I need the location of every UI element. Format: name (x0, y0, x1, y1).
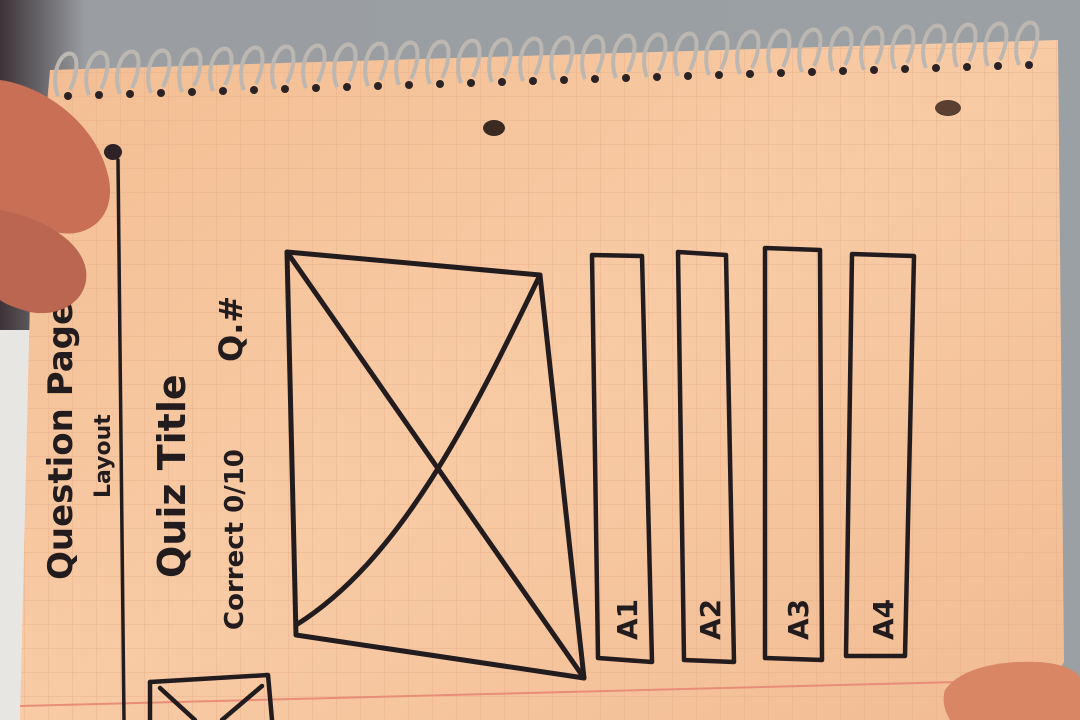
spiral-hole (684, 72, 692, 80)
answer-box-1 (589, 252, 655, 665)
spiral-hole (250, 86, 258, 94)
spiral-hole (808, 68, 816, 76)
spiral-coil (332, 42, 358, 88)
spiral-hole (715, 71, 723, 79)
sketch-score: Correct 0/10 (220, 449, 250, 630)
answer-label-3: A3 (782, 599, 815, 640)
spiral-hole (281, 85, 289, 93)
spiral-hole (188, 88, 196, 96)
spiral-coil (673, 31, 699, 77)
spiral-coil (456, 38, 482, 84)
spiral-hole (901, 65, 909, 73)
wireframe-sketch (116, 158, 917, 720)
spiral-coil (952, 22, 978, 68)
spiral-hole (405, 81, 413, 89)
spiral-hole (746, 70, 754, 78)
spiral-coil (735, 29, 761, 75)
spiral-hole (467, 79, 475, 87)
spiral-hole (95, 91, 103, 99)
sketch-heading: Question Page (41, 302, 81, 580)
spiral-coil (394, 40, 420, 86)
spiral-coil (425, 39, 451, 85)
spiral-hole (932, 64, 940, 72)
spiral-hole (839, 67, 847, 75)
spiral-hole (64, 92, 72, 100)
hand-left (0, 80, 111, 314)
spiral-coil (611, 33, 637, 79)
spiral-coil (549, 35, 575, 81)
spiral-coil (177, 47, 203, 93)
answer-label-1: A1 (611, 599, 644, 640)
spiral-coil (301, 43, 327, 89)
sketch-subheading: Layout (91, 414, 116, 498)
answer-box-4 (843, 251, 917, 659)
spiral-hole (870, 66, 878, 74)
image-placeholder (284, 249, 587, 681)
answer-box-2 (675, 249, 737, 665)
spiral-hole (219, 87, 227, 95)
sketch-quiz-title: Quiz Title (150, 374, 194, 578)
spiral-hole (777, 69, 785, 77)
spiral-coil (146, 48, 172, 94)
spiral-coil (487, 37, 513, 83)
spiral-coil (53, 51, 79, 97)
spiral-coil (580, 34, 606, 80)
spiral-hole (343, 83, 351, 91)
answer-label-2: A2 (694, 599, 727, 640)
spiral-hole (560, 76, 568, 84)
spiral-coil (642, 32, 668, 78)
sketch-question-number: Q.# (212, 296, 250, 362)
spiral-coil (239, 45, 265, 91)
spiral-coil (797, 27, 823, 73)
small-placeholder-box (147, 672, 275, 720)
spiral-hole (157, 89, 165, 97)
spiral-hole (963, 63, 971, 71)
answer-box-3 (762, 245, 825, 663)
spiral-coil (704, 30, 730, 76)
spiral-hole (1025, 61, 1033, 69)
spiral-hole (653, 73, 661, 81)
spiral-hole (374, 82, 382, 90)
spiral-hole (994, 62, 1002, 70)
spiral-hole (126, 90, 134, 98)
spiral-hole (436, 80, 444, 88)
spiral-coil (518, 36, 544, 82)
spiral-binding (53, 20, 1040, 100)
spiral-coil (1014, 20, 1040, 66)
spiral-hole (622, 74, 630, 82)
answer-label-4: A4 (867, 599, 900, 640)
spiral-coil (363, 41, 389, 87)
spiral-coil (828, 26, 854, 72)
spiral-hole (312, 84, 320, 92)
hand-right (943, 661, 1080, 720)
spiral-hole (591, 75, 599, 83)
spiral-coil (859, 25, 885, 71)
spiral-coil (983, 21, 1009, 67)
spiral-coil (766, 28, 792, 74)
spiral-coil (208, 46, 234, 92)
spiral-coil (115, 49, 141, 95)
spiral-coil (921, 23, 947, 69)
spiral-coil (890, 24, 916, 70)
spiral-hole (529, 77, 537, 85)
spiral-coil (84, 50, 110, 96)
spiral-coil (270, 44, 296, 90)
spiral-hole (498, 78, 506, 86)
